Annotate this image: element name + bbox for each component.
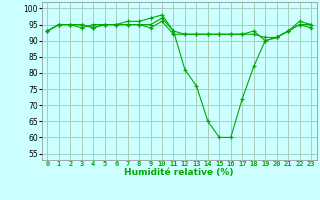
- X-axis label: Humidité relative (%): Humidité relative (%): [124, 168, 234, 177]
